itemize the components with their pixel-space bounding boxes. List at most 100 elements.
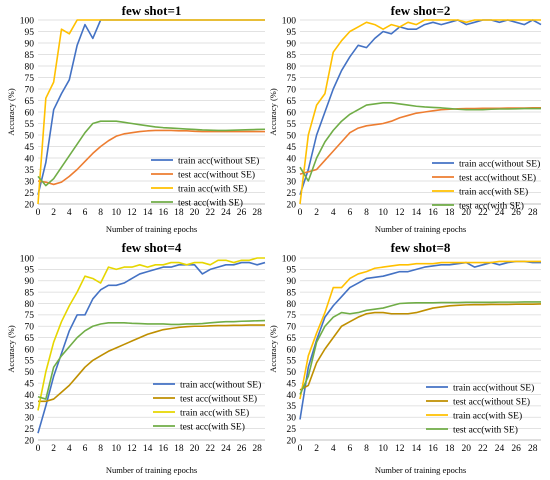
y-tick-label: 75: [287, 74, 297, 84]
x-tick-label: 22: [478, 444, 488, 454]
y-tick-label: 35: [25, 166, 35, 176]
series-line-3: [37, 19, 265, 205]
y-tick-label: 40: [287, 391, 297, 401]
y-tick-label: 40: [287, 154, 297, 164]
y-tick-label: 40: [25, 154, 35, 164]
x-tick-label: 8: [98, 444, 103, 454]
x-tick-label: 10: [112, 444, 122, 454]
x-tick-label: 6: [83, 208, 88, 218]
y-tick-label: 20: [25, 436, 35, 446]
legend-label: train acc(without SE): [178, 155, 259, 166]
series-line-4: [37, 120, 266, 187]
chart-title: few shot=2: [391, 3, 451, 18]
legend-label: train acc(with SE): [180, 407, 249, 418]
x-tick-label: 16: [428, 208, 438, 218]
y-tick-label: 75: [25, 311, 35, 321]
y-tick-label: 50: [287, 368, 297, 378]
y-tick-label: 35: [287, 166, 297, 176]
y-tick-label: 70: [25, 85, 35, 95]
y-tick-label: 90: [287, 277, 297, 287]
x-tick-label: 24: [495, 444, 505, 454]
y-axis-label: Accuracy (%): [268, 325, 278, 373]
x-axis-label: Number of training epochs: [106, 465, 197, 475]
series-line-3: [299, 260, 541, 400]
x-tick-label: 0: [36, 208, 41, 218]
x-tick-label: 0: [298, 208, 303, 218]
x-tick-label: 28: [252, 444, 262, 454]
series-line-1: [37, 19, 265, 195]
x-tick-label: 18: [445, 444, 455, 454]
x-axis-label: Number of training epochs: [375, 465, 466, 475]
x-tick-label: 22: [205, 208, 215, 218]
x-tick-label: 12: [127, 208, 137, 218]
legend-label: test acc(without SE): [453, 396, 530, 407]
y-tick-label: 90: [287, 39, 297, 49]
legend-label: train acc(with SE): [178, 183, 247, 194]
x-tick-label: 14: [143, 208, 153, 218]
x-tick-label: 8: [98, 208, 103, 218]
series-line-4: [299, 102, 541, 182]
y-axis-label: Accuracy (%): [6, 325, 16, 373]
y-tick-label: 70: [287, 85, 297, 95]
chart-title: few shot=1: [122, 3, 182, 18]
y-tick-label: 95: [287, 266, 297, 276]
y-tick-label: 60: [287, 345, 297, 355]
y-tick-label: 60: [25, 108, 35, 118]
x-tick-label: 10: [378, 208, 388, 218]
x-tick-label: 0: [298, 444, 303, 454]
y-tick-label: 95: [287, 28, 297, 38]
x-tick-label: 8: [364, 444, 369, 454]
legend-label: test acc(without SE): [180, 393, 257, 404]
y-tick-label: 85: [25, 288, 35, 298]
y-tick-label: 60: [25, 345, 35, 355]
y-tick-label: 20: [287, 200, 297, 210]
x-tick-label: 16: [428, 444, 438, 454]
y-tick-label: 50: [25, 368, 35, 378]
x-tick-label: 16: [158, 444, 168, 454]
x-tick-label: 6: [347, 444, 352, 454]
y-tick-label: 90: [25, 277, 35, 287]
x-tick-label: 26: [511, 208, 521, 218]
y-tick-label: 30: [287, 177, 297, 187]
legend-label: test acc(with SE): [453, 424, 518, 435]
x-tick-label: 20: [190, 208, 200, 218]
x-tick-label: 12: [395, 208, 405, 218]
x-tick-label: 20: [461, 444, 471, 454]
x-tick-label: 6: [83, 444, 88, 454]
x-tick-label: 26: [237, 208, 247, 218]
y-tick-label: 55: [25, 357, 35, 367]
y-tick-label: 55: [287, 120, 297, 130]
y-axis-label: Accuracy (%): [6, 88, 16, 136]
x-tick-label: 16: [158, 208, 168, 218]
series-line-3: [37, 257, 265, 411]
y-tick-label: 65: [25, 97, 35, 107]
series-line-1: [299, 260, 541, 420]
x-tick-label: 18: [445, 208, 455, 218]
chart-title: few shot=8: [391, 240, 451, 255]
x-tick-label: 20: [461, 208, 471, 218]
x-tick-label: 12: [127, 444, 137, 454]
x-tick-label: 6: [347, 208, 352, 218]
y-tick-label: 45: [287, 143, 297, 153]
y-tick-label: 45: [25, 143, 35, 153]
x-tick-label: 2: [51, 208, 56, 218]
legend-label: train acc(without SE): [180, 379, 261, 390]
x-tick-label: 10: [112, 208, 122, 218]
x-tick-label: 22: [478, 208, 488, 218]
legend-label: train acc(with SE): [453, 410, 522, 421]
x-tick-label: 28: [252, 208, 262, 218]
x-tick-label: 14: [412, 208, 422, 218]
y-tick-label: 95: [25, 266, 35, 276]
y-tick-label: 50: [287, 131, 297, 141]
y-tick-label: 30: [25, 177, 35, 187]
y-tick-label: 25: [25, 189, 35, 199]
y-tick-label: 30: [25, 414, 35, 424]
x-tick-label: 26: [237, 444, 247, 454]
legend-label: test acc(without SE): [178, 169, 255, 180]
x-tick-label: 26: [511, 444, 521, 454]
y-tick-label: 80: [287, 62, 297, 72]
